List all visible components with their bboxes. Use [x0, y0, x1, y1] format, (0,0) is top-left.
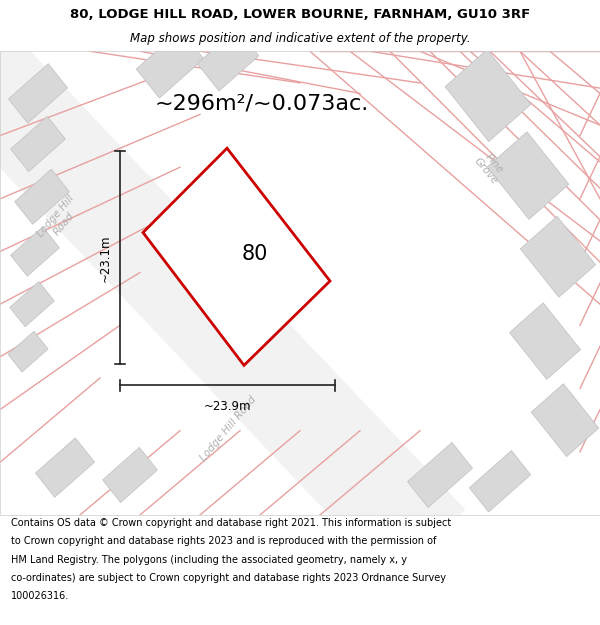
Text: ~296m²/~0.073ac.: ~296m²/~0.073ac.: [155, 94, 369, 114]
Text: ~23.9m: ~23.9m: [204, 400, 251, 413]
Polygon shape: [8, 64, 68, 123]
Polygon shape: [136, 30, 204, 98]
Polygon shape: [14, 169, 70, 224]
Polygon shape: [172, 188, 310, 334]
Polygon shape: [11, 227, 59, 276]
Polygon shape: [8, 331, 48, 372]
Polygon shape: [469, 451, 531, 512]
Polygon shape: [35, 438, 95, 498]
Text: Lodge Hill Road: Lodge Hill Road: [198, 394, 258, 463]
Polygon shape: [143, 148, 330, 366]
Polygon shape: [509, 302, 580, 379]
Polygon shape: [531, 384, 599, 457]
Text: to Crown copyright and database rights 2023 and is reproduced with the permissio: to Crown copyright and database rights 2…: [11, 536, 436, 546]
Polygon shape: [197, 28, 259, 91]
Text: HM Land Registry. The polygons (including the associated geometry, namely x, y: HM Land Registry. The polygons (includin…: [11, 554, 407, 564]
Text: 80: 80: [242, 244, 268, 264]
Text: ~23.1m: ~23.1m: [99, 234, 112, 282]
Text: Lodge Hill
Road: Lodge Hill Road: [35, 193, 85, 246]
Polygon shape: [520, 216, 596, 298]
Polygon shape: [487, 132, 569, 219]
Polygon shape: [10, 282, 54, 327]
Polygon shape: [103, 448, 157, 503]
Text: Map shows position and indicative extent of the property.: Map shows position and indicative extent…: [130, 32, 470, 45]
Polygon shape: [11, 116, 65, 172]
Polygon shape: [445, 49, 531, 142]
Polygon shape: [407, 442, 472, 508]
Text: Pine
Grove: Pine Grove: [472, 148, 508, 186]
Polygon shape: [0, 24, 466, 584]
Text: 80, LODGE HILL ROAD, LOWER BOURNE, FARNHAM, GU10 3RF: 80, LODGE HILL ROAD, LOWER BOURNE, FARNH…: [70, 8, 530, 21]
Text: 100026316.: 100026316.: [11, 591, 69, 601]
Text: co-ordinates) are subject to Crown copyright and database rights 2023 Ordnance S: co-ordinates) are subject to Crown copyr…: [11, 572, 446, 582]
Text: Contains OS data © Crown copyright and database right 2021. This information is : Contains OS data © Crown copyright and d…: [11, 518, 451, 528]
